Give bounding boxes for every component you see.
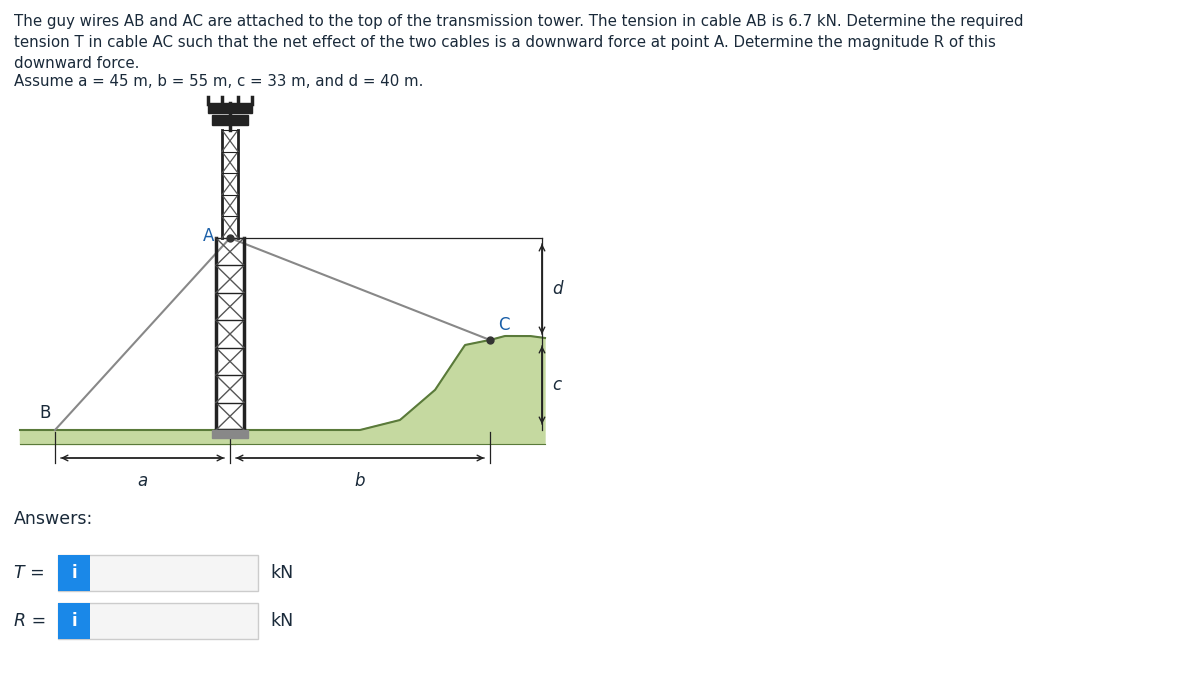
Text: R =: R = <box>14 612 46 630</box>
Text: d: d <box>552 280 563 298</box>
Polygon shape <box>20 430 235 444</box>
Text: Answers:: Answers: <box>14 510 94 528</box>
Bar <box>58 555 258 591</box>
Bar <box>58 555 90 591</box>
Polygon shape <box>208 103 252 113</box>
Text: A: A <box>203 227 214 245</box>
Polygon shape <box>212 115 248 125</box>
Text: tension T in cable AC such that the net effect of the two cables is a downward f: tension T in cable AC such that the net … <box>14 35 996 50</box>
Text: b: b <box>355 472 365 490</box>
Polygon shape <box>212 430 248 438</box>
Text: i: i <box>71 564 77 582</box>
Text: kN: kN <box>270 612 293 630</box>
Text: C: C <box>498 316 510 334</box>
Text: downward force.: downward force. <box>14 56 139 71</box>
Bar <box>58 603 258 639</box>
Text: kN: kN <box>270 564 293 582</box>
Text: a: a <box>137 472 148 490</box>
Polygon shape <box>235 336 545 444</box>
Text: Assume a = 45 m, b = 55 m, c = 33 m, and d = 40 m.: Assume a = 45 m, b = 55 m, c = 33 m, and… <box>14 74 424 89</box>
Text: c: c <box>552 376 562 394</box>
Bar <box>58 603 90 639</box>
Text: i: i <box>71 612 77 630</box>
Text: B: B <box>40 404 50 422</box>
Text: T =: T = <box>14 564 44 582</box>
Text: The guy wires AB and AC are attached to the top of the transmission tower. The t: The guy wires AB and AC are attached to … <box>14 14 1024 29</box>
